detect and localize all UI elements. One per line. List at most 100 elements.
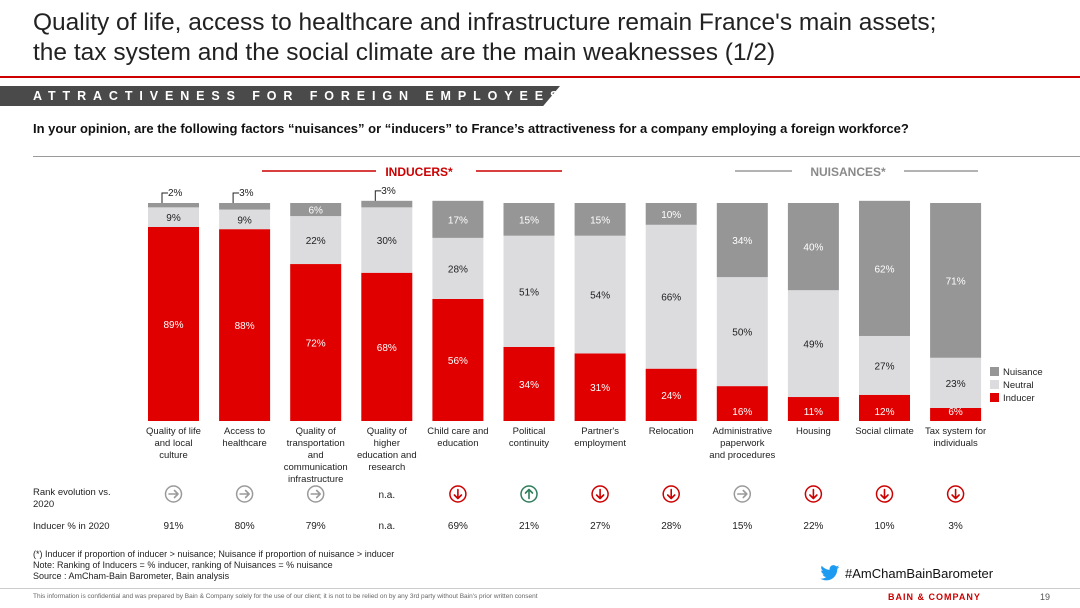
arrow-right-icon-ring [733, 485, 752, 503]
bar-nuisance [290, 203, 342, 217]
bar-nuisance [787, 203, 839, 291]
category-label: Political [513, 426, 546, 437]
data-label: 6% [308, 206, 323, 217]
bar-inducer [859, 394, 910, 421]
bar-neutral [859, 335, 910, 395]
hashtag[interactable]: #AmChamBainBarometer [820, 565, 993, 581]
data-label: 15% [519, 215, 539, 226]
data-label: 9% [166, 213, 181, 224]
arrow-down-icon-ring [875, 485, 894, 503]
data-label: 40% [803, 243, 823, 254]
arrow-down-icon-ring [946, 485, 965, 503]
arrow-up-icon [524, 488, 534, 500]
data-label: 66% [661, 293, 681, 304]
data-label: 50% [732, 328, 752, 339]
bar-inducer [930, 407, 982, 421]
category-label: Quality of life [146, 426, 201, 437]
legend-swatch-inducer [990, 393, 999, 402]
bar-nuisance [645, 203, 697, 225]
category-label: research [368, 462, 405, 473]
inducer-2020-value: 3% [948, 521, 963, 532]
arrow-down-icon [453, 488, 463, 500]
category-label: communication [284, 462, 348, 473]
data-label: 49% [803, 340, 823, 351]
arrow-up-icon-ring [520, 485, 538, 503]
arrow-down-icon-ring [804, 485, 823, 503]
data-label: 3% [239, 188, 254, 199]
data-label: 2% [168, 188, 183, 199]
title-line-2: the tax system and the social climate ar… [33, 39, 776, 66]
bar-neutral [716, 277, 768, 387]
data-label: 62% [874, 264, 894, 275]
inducer-2020-value: 91% [163, 521, 183, 532]
data-label: 54% [590, 291, 610, 302]
data-label: 30% [377, 236, 397, 247]
category-label: Access to [224, 426, 265, 437]
bar-neutral [930, 357, 982, 408]
bar-inducer [787, 397, 839, 421]
category-label: continuity [509, 438, 549, 449]
title-line-1: Quality of life, access to healthcare an… [33, 9, 937, 36]
legend-label-neutral: Neutral [1003, 380, 1034, 391]
category-label: and procedures [709, 450, 775, 461]
category-label: education [437, 438, 478, 449]
category-label: Social climate [855, 426, 914, 437]
title-rule [0, 76, 1080, 78]
arrow-right-icon-ring [306, 485, 325, 503]
bar-nuisance [716, 203, 768, 278]
category-label: infrastructure [288, 474, 343, 485]
bar-nuisance [219, 203, 271, 210]
category-label: Housing [796, 426, 831, 437]
bar-nuisance [859, 200, 910, 336]
survey-question: In your opinion, are the following facto… [33, 121, 909, 136]
bar-nuisance [930, 203, 982, 358]
bar-nuisance [503, 203, 555, 236]
inducer-2020-value: 22% [803, 521, 823, 532]
arrow-down-icon-ring [591, 485, 609, 503]
category-label: and local [154, 438, 192, 449]
data-label: 34% [732, 236, 752, 247]
callout-bracket [374, 190, 382, 201]
category-label: Child care and [427, 426, 488, 437]
arrow-down-icon [809, 488, 818, 500]
bar-inducer [716, 386, 768, 421]
bar-neutral [432, 237, 484, 299]
category-label: individuals [933, 438, 978, 449]
data-label: 89% [163, 320, 183, 331]
data-label: 3% [381, 186, 396, 197]
data-label: 9% [237, 215, 252, 226]
footnote-1: (*) Inducer if proportion of inducer > n… [33, 549, 395, 559]
rank-na: n.a. [378, 490, 395, 501]
nuisances-header: NUISANCES* [810, 165, 886, 179]
bar-nuisance [148, 203, 199, 208]
category-label: education and [357, 450, 417, 461]
bar-neutral [361, 207, 413, 273]
bar-inducer [432, 298, 484, 421]
inducer-2020-value: 21% [519, 521, 539, 532]
footnotes: (*) Inducer if proportion of inducer > n… [33, 549, 394, 582]
callout-bracket [232, 192, 240, 203]
bar-neutral [574, 235, 626, 354]
bar-inducer [503, 346, 555, 421]
legend-swatch-nuisance [990, 367, 999, 376]
arrow-down-icon [880, 488, 889, 500]
footnote-2: Note: Ranking of Inducers = % inducer, r… [33, 560, 333, 570]
inducer-2020-value: 80% [235, 521, 255, 532]
confidentiality-notice: This information is confidential and was… [33, 593, 538, 600]
data-label: 56% [448, 356, 468, 367]
data-label: 88% [235, 321, 255, 332]
category-label: Quality of [296, 426, 336, 437]
data-label: 17% [448, 215, 468, 226]
rank-row-label-2: 2020 [33, 499, 54, 510]
category-label: employment [574, 438, 626, 449]
bar-nuisance [574, 203, 626, 236]
data-label: 31% [590, 383, 610, 394]
inducer-2020-value: 10% [874, 521, 894, 532]
data-label: 28% [448, 264, 468, 275]
arrow-right-icon-ring [235, 485, 254, 503]
data-label: 11% [804, 407, 823, 418]
inducer-2020-value: n.a. [378, 521, 395, 532]
page-title: Quality of life, access to healthcare an… [33, 8, 1073, 68]
callout-bracket [161, 192, 168, 203]
arrow-down-icon-ring [662, 485, 680, 503]
